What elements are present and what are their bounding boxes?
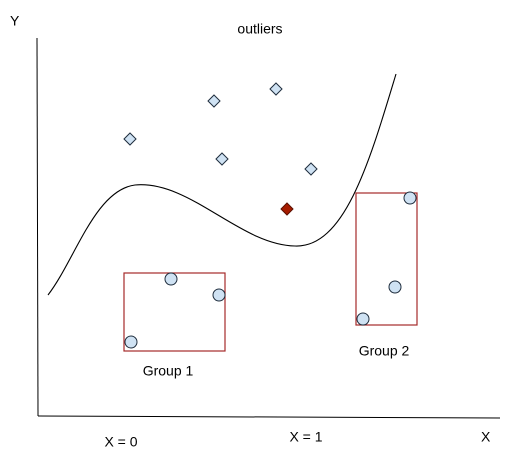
- group-point: [403, 191, 417, 205]
- group-box: [123, 272, 226, 352]
- group-label: Group 2: [359, 343, 410, 359]
- outlier: [215, 152, 229, 166]
- group-point: [124, 335, 138, 349]
- group-point: [164, 272, 178, 286]
- x-mark: X = 1: [289, 429, 322, 445]
- group-box: [355, 192, 418, 326]
- y-axis: [36, 37, 39, 417]
- x-label: X: [481, 429, 491, 445]
- x-axis: [37, 415, 501, 419]
- x-mark: X = 0: [104, 434, 137, 450]
- group-point: [356, 312, 370, 326]
- outliers-label: outliers: [237, 21, 282, 37]
- outlier: [304, 162, 318, 176]
- boundary-curve: [47, 73, 397, 296]
- outlier: [123, 132, 137, 146]
- outlier: [269, 82, 283, 96]
- highlighted-outlier: [280, 202, 294, 216]
- y-label: Y: [10, 13, 20, 29]
- outlier-points: [123, 82, 318, 216]
- group-point: [212, 288, 226, 302]
- group-point: [388, 280, 402, 294]
- group-label: Group 1: [143, 363, 194, 379]
- outlier: [207, 94, 221, 108]
